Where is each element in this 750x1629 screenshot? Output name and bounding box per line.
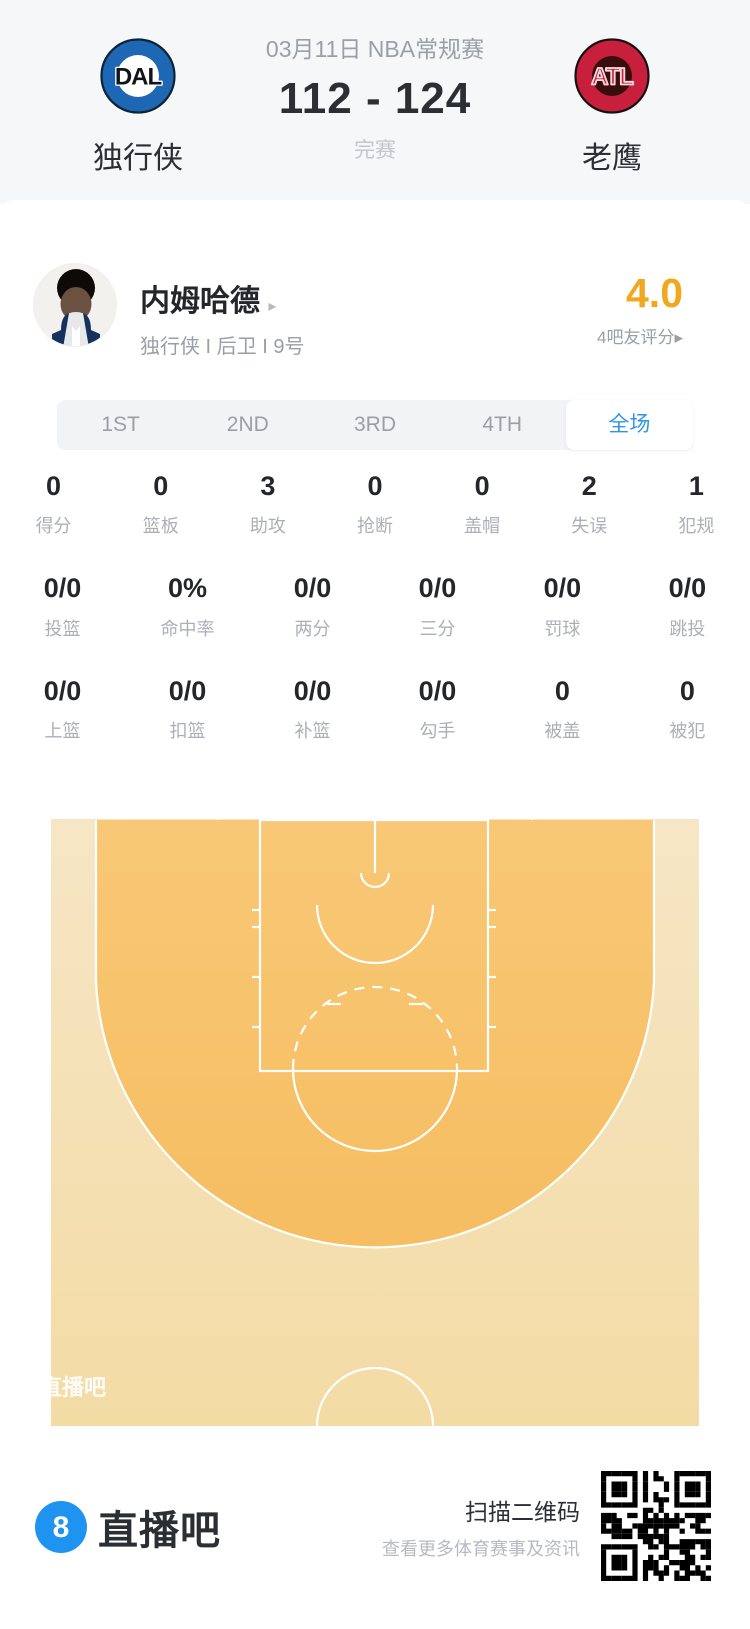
svg-text:DAL: DAL xyxy=(115,64,162,91)
svg-text:直播吧: 直播吧 xyxy=(40,1375,106,1400)
svg-text:ATL: ATL xyxy=(591,64,633,91)
svg-text:8: 8 xyxy=(53,1511,70,1544)
